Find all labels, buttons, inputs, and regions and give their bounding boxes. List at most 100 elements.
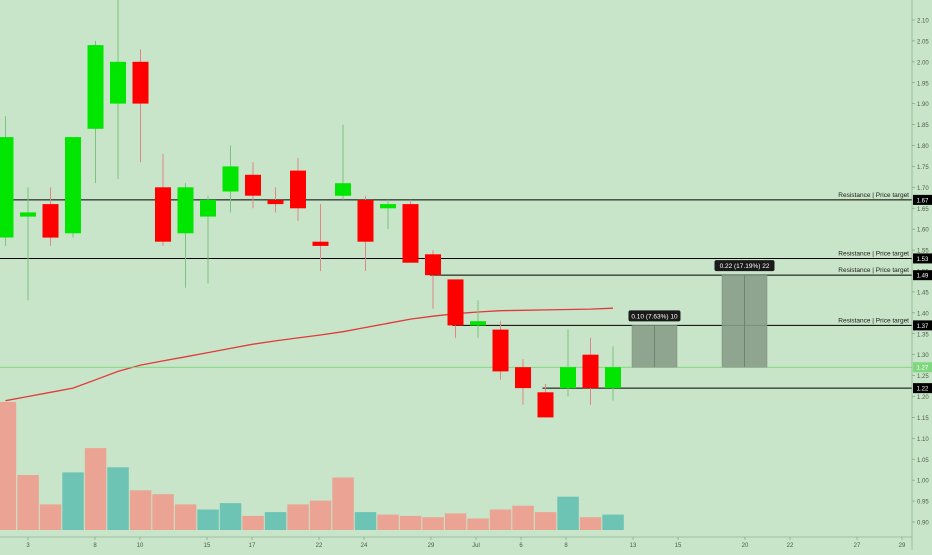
- candle-body: [492, 329, 509, 372]
- candle-body: [582, 354, 599, 389]
- candle-body: [155, 187, 171, 242]
- candle-body: [222, 166, 239, 192]
- volume-bar: [309, 500, 332, 530]
- volume-bar: [512, 505, 534, 530]
- time-axis-label: 22: [316, 543, 323, 549]
- price-axis-label: 1.10: [917, 437, 929, 443]
- price-axis-label: 0.95: [917, 500, 929, 506]
- moving-average-line: [5, 307, 614, 402]
- candle-body: [290, 170, 306, 209]
- current-price-tag-label: 1.27: [917, 366, 929, 372]
- price-axis-label: 1.90: [917, 102, 929, 108]
- candle-body: [87, 45, 104, 129]
- volume-bar: [152, 494, 174, 530]
- candle-body: [447, 279, 464, 326]
- candle-body: [335, 183, 351, 196]
- volume-bar: [129, 490, 152, 530]
- volume-bar: [467, 518, 489, 530]
- time-axis-label: Jul: [472, 543, 480, 549]
- price-axis-label: 1.65: [917, 207, 929, 213]
- candle-body: [380, 204, 396, 209]
- time-axis-label: 8: [564, 543, 568, 549]
- time-axis-label: 29: [428, 543, 435, 549]
- price-tag-label: 1.22: [917, 387, 929, 393]
- volume-bar: [557, 496, 579, 530]
- price-tag-box: [913, 194, 932, 205]
- resistance-label: Resistance | Price target: [838, 317, 909, 324]
- price-axis-label: 0.90: [917, 521, 929, 527]
- volume-bar: [534, 512, 557, 530]
- candle-body: [537, 392, 554, 418]
- price-tag-label: 1.53: [917, 257, 929, 263]
- price-axis-label: 1.05: [917, 458, 929, 464]
- candle-body: [65, 137, 81, 234]
- time-axis-label: 3: [26, 543, 30, 549]
- price-axis-label: 1.60: [917, 228, 929, 234]
- volume-bar: [444, 513, 467, 530]
- target-label: 0.10 (7.63%) 10: [631, 313, 678, 320]
- time-axis-label: 27: [854, 543, 861, 549]
- candle-body: [402, 204, 419, 263]
- volume-bar: [422, 517, 444, 530]
- price-tag-box: [913, 253, 932, 264]
- target-label: 0.22 (17.19%) 22: [720, 263, 770, 270]
- volume-bar: [399, 515, 422, 530]
- candle-body: [425, 254, 441, 276]
- price-axis-label: 1.40: [917, 311, 929, 317]
- price-tag-box: [913, 270, 932, 281]
- volume-bar: [579, 517, 602, 530]
- candle-body: [0, 137, 14, 238]
- price-axis-label: 1.30: [917, 353, 929, 359]
- volume-bar: [602, 514, 624, 530]
- price-axis-label: 2.00: [917, 60, 929, 66]
- candle-body: [20, 212, 36, 217]
- price-axis-label: 1.95: [917, 81, 929, 87]
- price-axis-label: 1.15: [917, 416, 929, 422]
- price-axis-label: 1.80: [917, 144, 929, 150]
- time-axis-label: 15: [675, 543, 682, 549]
- volume-bar: [489, 509, 512, 530]
- price-axis-label: 1.35: [917, 332, 929, 338]
- volume-bar: [17, 475, 39, 530]
- volume-bar: [377, 514, 399, 530]
- volume-bar: [62, 472, 84, 530]
- candle-body: [515, 367, 531, 389]
- price-axis-label: 1.85: [917, 123, 929, 129]
- candle-body: [470, 321, 486, 326]
- candle-body: [177, 187, 194, 234]
- volume-bar: [84, 448, 107, 530]
- price-axis-label: 1.25: [917, 374, 929, 380]
- price-axis-label: 2.05: [917, 39, 929, 45]
- candle-body: [560, 367, 576, 389]
- current-price-tag-box: [913, 362, 932, 373]
- price-tag-box: [913, 320, 932, 331]
- time-axis-label: 24: [361, 543, 368, 549]
- time-axis-label: 6: [519, 543, 523, 549]
- volume-bar: [174, 504, 197, 530]
- volume-bar: [107, 467, 129, 530]
- candle-body: [267, 199, 284, 205]
- price-axis-label: 1.55: [917, 249, 929, 255]
- candle-body: [132, 61, 149, 104]
- resistance-label: Resistance | Price target: [838, 267, 909, 274]
- volume-bar: [197, 509, 219, 530]
- price-tag-label: 1.49: [917, 274, 929, 280]
- price-tag-label: 1.67: [917, 198, 929, 204]
- price-axis-label: 2.10: [917, 19, 929, 25]
- price-axis-label: 1.70: [917, 186, 929, 192]
- volume-bar: [219, 503, 242, 530]
- candle-body: [110, 61, 126, 104]
- time-axis-label: 20: [742, 543, 749, 549]
- price-axis-label: 1.75: [917, 165, 929, 171]
- time-axis-label: 13: [630, 543, 637, 549]
- candle-body: [42, 204, 59, 238]
- time-axis-label: 15: [204, 543, 211, 549]
- price-axis-label: 1.20: [917, 395, 929, 401]
- volume-bar: [39, 504, 62, 530]
- volume-bar: [264, 512, 287, 530]
- price-tag-box: [913, 383, 932, 394]
- time-axis-label: 8: [93, 543, 97, 549]
- target-label-box: [714, 260, 775, 272]
